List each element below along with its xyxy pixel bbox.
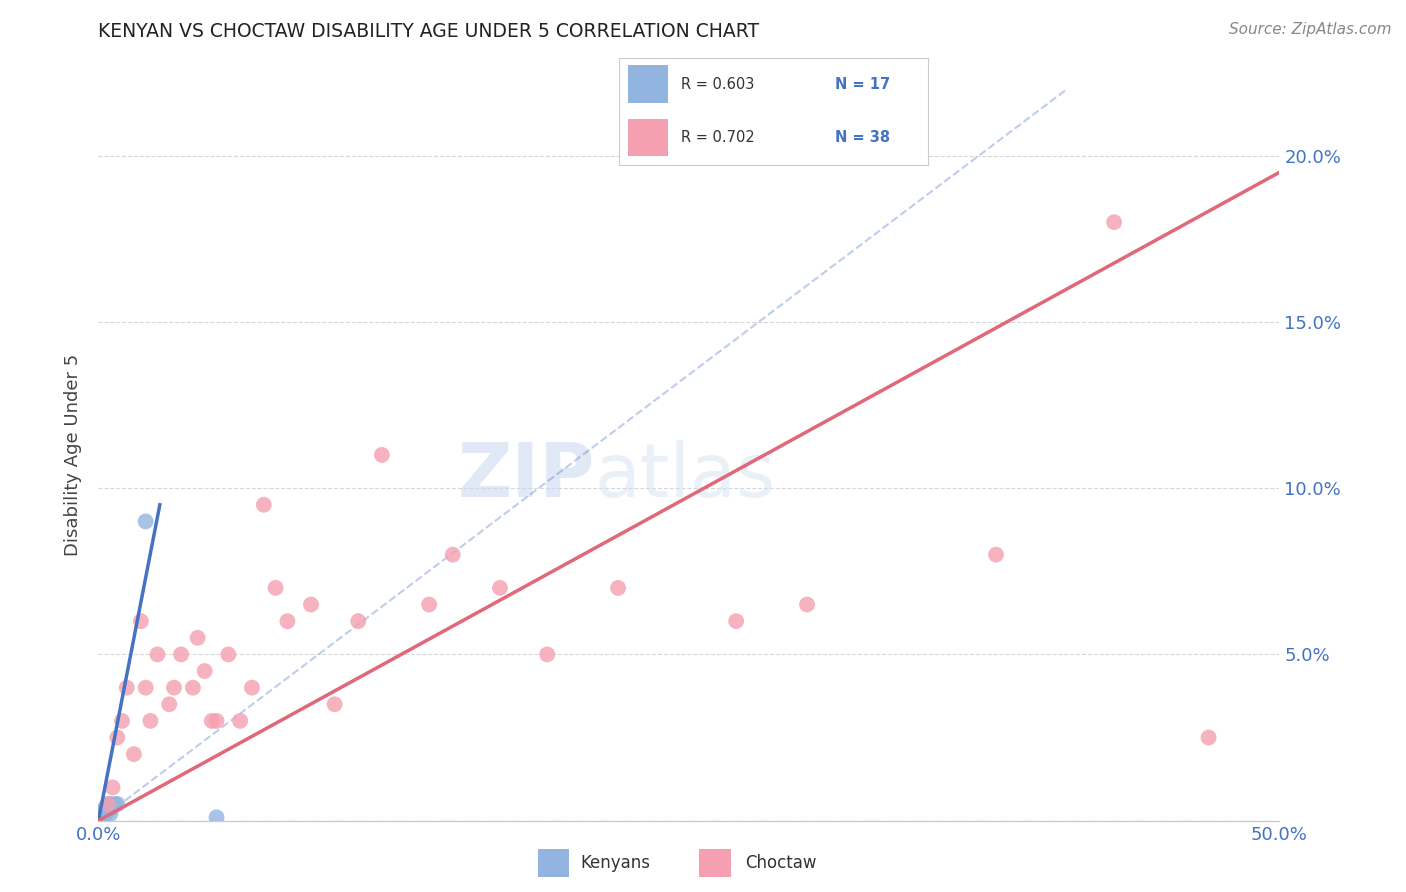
Point (97, 797, 120, 811)
Point (371, 448, 394, 462)
Point (796, 598, 818, 612)
Text: R = 0.702: R = 0.702 (681, 130, 754, 145)
Point (105, 797, 128, 811)
Point (135, 515, 157, 529)
Point (122, 747, 145, 761)
Text: Kenyans: Kenyans (581, 854, 650, 872)
Point (276, 614, 298, 628)
Point (725, 614, 748, 628)
FancyBboxPatch shape (628, 65, 668, 103)
Point (98, 807, 121, 822)
Point (217, 648, 239, 662)
Point (97, 804, 120, 818)
Point (94, 804, 117, 818)
Point (299, 598, 322, 612)
Text: N = 38: N = 38 (835, 130, 890, 145)
Point (347, 614, 370, 628)
Point (90, 807, 112, 822)
Text: ZIP: ZIP (457, 441, 595, 514)
Point (129, 614, 152, 628)
Point (1102, 215, 1125, 229)
Text: R = 0.603: R = 0.603 (681, 77, 754, 92)
Point (91, 804, 114, 818)
Point (205, 810, 228, 824)
Point (1198, 731, 1220, 745)
Y-axis label: Disability Age Under 5: Disability Age Under 5 (65, 354, 83, 556)
Point (97, 800, 120, 814)
Point (139, 714, 162, 728)
Point (105, 731, 128, 745)
Point (170, 648, 193, 662)
Text: Choctaw: Choctaw (745, 854, 817, 872)
Point (418, 598, 440, 612)
Point (264, 581, 287, 595)
Point (205, 714, 228, 728)
Point (146, 648, 169, 662)
FancyBboxPatch shape (628, 119, 668, 156)
Point (101, 800, 124, 814)
Point (135, 681, 157, 695)
Point (607, 581, 630, 595)
Point (240, 681, 263, 695)
Text: Source: ZipAtlas.com: Source: ZipAtlas.com (1229, 22, 1392, 37)
Point (94, 800, 117, 814)
FancyBboxPatch shape (699, 849, 731, 877)
Text: N = 17: N = 17 (835, 77, 890, 92)
Point (163, 681, 186, 695)
Point (536, 648, 558, 662)
Point (91, 810, 114, 824)
Point (181, 681, 204, 695)
Point (157, 698, 180, 712)
Point (97, 797, 120, 811)
Point (115, 681, 138, 695)
Point (111, 714, 134, 728)
Point (229, 714, 252, 728)
Point (253, 498, 276, 512)
FancyBboxPatch shape (537, 849, 569, 877)
Point (194, 664, 217, 678)
Point (187, 631, 209, 645)
Point (323, 698, 346, 712)
Point (441, 548, 464, 562)
Point (104, 797, 127, 811)
Point (90, 810, 112, 824)
Point (98, 797, 121, 811)
Point (94, 807, 117, 822)
Point (201, 714, 224, 728)
Point (101, 780, 124, 795)
Point (984, 548, 1007, 562)
Text: atlas: atlas (595, 441, 776, 514)
Point (489, 581, 512, 595)
Text: KENYAN VS CHOCTAW DISABILITY AGE UNDER 5 CORRELATION CHART: KENYAN VS CHOCTAW DISABILITY AGE UNDER 5… (98, 22, 759, 41)
